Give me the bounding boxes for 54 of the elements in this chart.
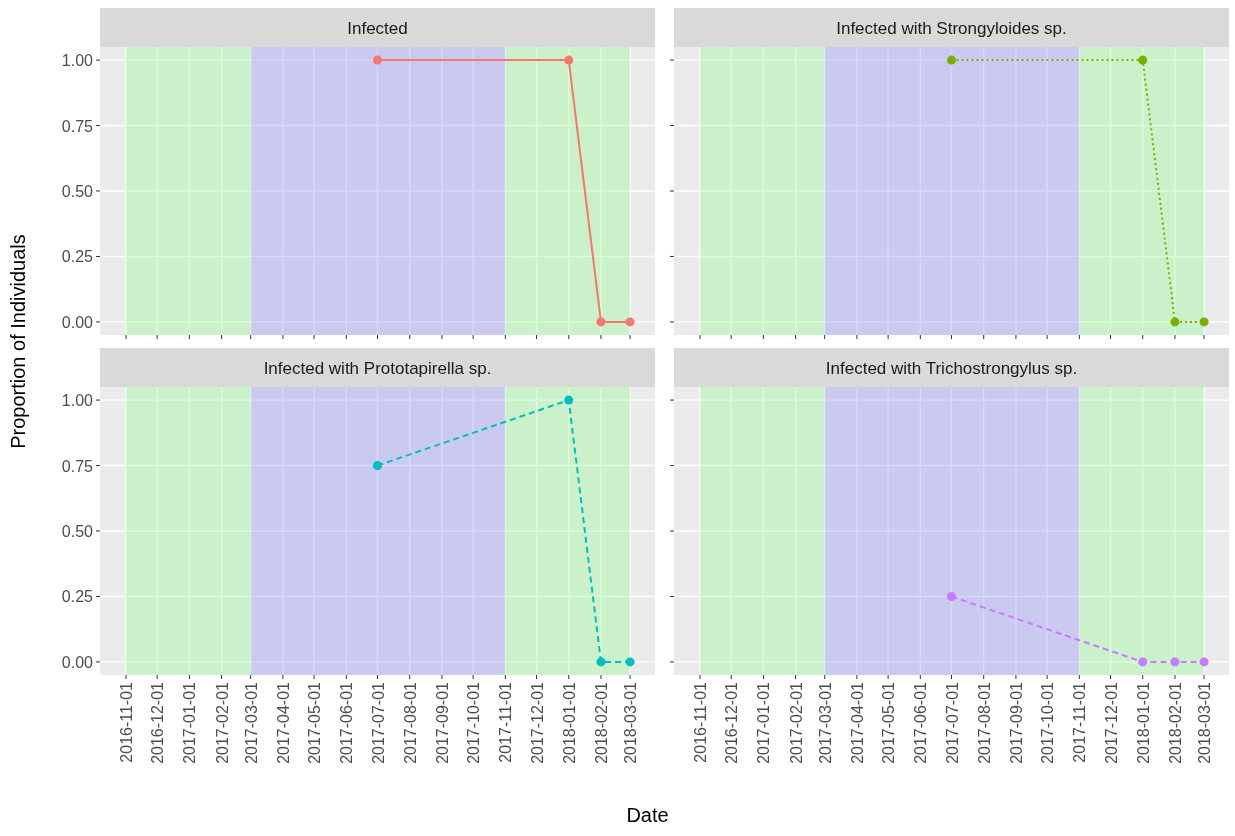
x-tick-label: 2017-05-01 — [306, 681, 324, 764]
x-axis-title: Date — [626, 804, 669, 826]
y-tick-label: 0.00 — [61, 313, 94, 331]
x-tick-label: 2017-01-01 — [755, 681, 773, 764]
x-tick-label: 2018-03-01 — [622, 681, 640, 764]
x-tick-label: 2017-08-01 — [975, 681, 993, 764]
x-tick-label: 2018-01-01 — [1134, 681, 1152, 764]
chart-title: Infected with Trichostrongylus sp. — [825, 358, 1078, 378]
y-tick-label: 1.00 — [61, 52, 94, 70]
chart-title: Infected with Prototapirella sp. — [263, 358, 492, 378]
y-tick-label: 1.00 — [61, 392, 94, 410]
x-tick-label: 2017-05-01 — [880, 681, 898, 764]
x-tick-label: 2017-02-01 — [787, 681, 805, 764]
x-tick-label: 2016-11-01 — [117, 681, 135, 763]
x-tick-label: 2017-11-01 — [497, 681, 515, 763]
y-axis-title: Proportion of Individuals — [7, 234, 29, 449]
y-tick-label: 0.75 — [61, 117, 94, 135]
y-tick-label: 0.75 — [61, 457, 94, 475]
x-tick-label: 2017-01-01 — [181, 681, 199, 764]
x-tick-label: 2017-09-01 — [433, 681, 451, 764]
x-tick-label: 2017-10-01 — [1039, 681, 1057, 764]
x-tick-label: 2017-07-01 — [369, 681, 387, 764]
x-tick-label: 2017-10-01 — [465, 681, 483, 764]
y-tick-label: 0.00 — [61, 653, 94, 671]
x-tick-label: 2018-02-01 — [1166, 681, 1184, 764]
x-tick-label: 2016-11-01 — [691, 681, 709, 763]
y-tick-label: 0.25 — [61, 248, 94, 266]
x-tick-label: 2017-08-01 — [401, 681, 419, 764]
x-tick-label: 2018-01-01 — [560, 681, 578, 764]
x-tick-label: 2018-02-01 — [592, 681, 610, 764]
x-tick-label: 2016-12-01 — [723, 681, 741, 764]
y-tick-label: 0.25 — [61, 588, 94, 606]
x-tick-label: 2017-06-01 — [912, 681, 930, 764]
x-tick-label: 2017-04-01 — [274, 681, 292, 764]
x-tick-label: 2018-03-01 — [1196, 681, 1214, 764]
x-tick-label: 2017-12-01 — [1102, 681, 1120, 764]
x-tick-label: 2017-06-01 — [338, 681, 356, 764]
x-tick-label: 2016-12-01 — [149, 681, 167, 764]
x-tick-label: 2017-11-01 — [1071, 681, 1089, 763]
point — [564, 395, 574, 405]
y-tick-label: 0.50 — [61, 523, 94, 540]
chart-title: Infected — [347, 18, 408, 38]
x-tick-label: 2017-03-01 — [816, 681, 834, 764]
x-tick-label: 2017-09-01 — [1007, 681, 1025, 764]
x-tick-label: 2017-12-01 — [528, 681, 546, 764]
x-tick-label: 2017-04-01 — [848, 681, 866, 764]
x-tick-label: 2017-03-01 — [242, 681, 260, 764]
point — [596, 657, 606, 667]
x-tick-label: 2017-07-01 — [943, 681, 961, 764]
x-tick-label: 2017-02-01 — [213, 681, 231, 764]
point — [373, 461, 382, 471]
point — [625, 657, 635, 667]
y-tick-label: 0.50 — [61, 183, 94, 200]
chart-title: Infected with Strongyloides sp. — [836, 18, 1067, 38]
